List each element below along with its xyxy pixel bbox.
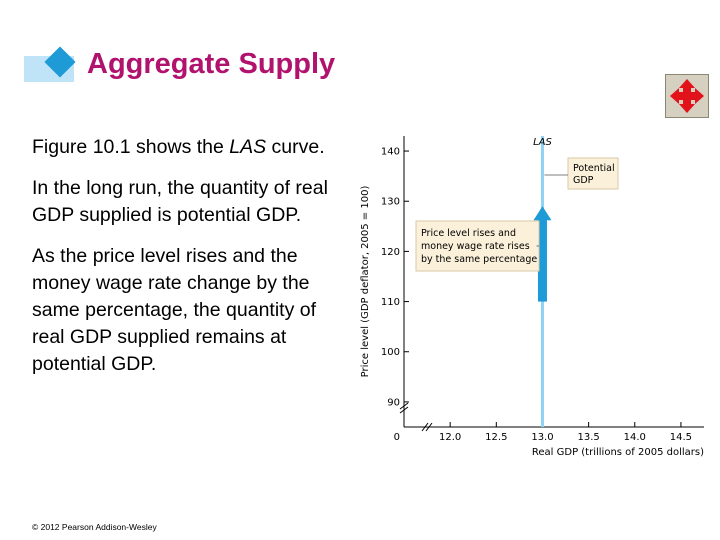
four-way-arrows-icon [670, 79, 704, 113]
navigation-button[interactable] [665, 74, 709, 118]
y-tick-label: 140 [381, 147, 400, 158]
body-text: Figure 10.1 shows the LAS curve. In the … [32, 134, 332, 392]
x-tick-label: 13.0 [531, 432, 553, 443]
price-rise-arrow-head [533, 206, 552, 221]
callout-text: by the same percentage [421, 254, 537, 265]
y-tick-label: 110 [381, 297, 400, 308]
x-tick-label: 12.0 [439, 432, 461, 443]
x-ticks: 12.0 12.5 13.0 13.5 14.0 14.5 [439, 422, 692, 443]
las-label: LAS [533, 137, 552, 148]
x-axis-break-mark [421, 422, 429, 432]
origin-label: 0 [394, 432, 400, 443]
x-axis-label: Real GDP (trillions of 2005 dollars) [532, 447, 704, 458]
potential-gdp-box [567, 157, 619, 190]
y-tick-label: 100 [381, 347, 400, 358]
price-level-callout: Price level rises and money wage rate ris… [415, 220, 540, 272]
potential-gdp-text: Potential [573, 163, 615, 174]
paragraph-2: In the long run, the quantity of real GD… [32, 177, 328, 226]
potential-gdp-text: GDP [573, 175, 594, 186]
y-tick-label: 120 [381, 247, 400, 258]
y-tick-label: 90 [387, 397, 400, 408]
copyright: © 2012 Pearson Addison-Wesley [32, 522, 157, 532]
las-chart: 90 100 110 120 130 140 12.0 12.5 13.0 13.5 14.0 14… [360, 136, 704, 458]
paragraph-3: As the price level rises and the money w… [32, 245, 317, 375]
y-axis-break-mark [399, 402, 409, 410]
x-tick-label: 14.0 [624, 432, 646, 443]
x-axis-break-mark [425, 422, 433, 432]
para1-pre: Figure 10.1 shows the [32, 136, 230, 158]
y-axis-break-mark [399, 406, 409, 414]
para1-las: LAS [229, 136, 267, 158]
x-tick-label: 14.5 [670, 432, 692, 443]
x-tick-label: 12.5 [485, 432, 507, 443]
y-tick-label: 130 [381, 197, 400, 208]
callout-text: Price level rises and [421, 228, 516, 239]
para1-post: curve. [266, 136, 325, 158]
price-rise-arrow-shaft [537, 218, 547, 302]
paragraph-1: Figure 10.1 shows the LAS curve. [32, 134, 332, 161]
callout-text: money wage rate rises [421, 241, 530, 252]
x-tick-label: 13.5 [577, 432, 599, 443]
slide-title: Aggregate Supply [87, 48, 336, 80]
y-axis-label: Price level (GDP deflator, 2005 = 100) [360, 186, 371, 378]
y-ticks: 90 100 110 120 130 140 [381, 147, 409, 408]
series-layer [533, 136, 552, 427]
callout-box-bg [415, 220, 540, 272]
axis-breaks [399, 402, 433, 432]
